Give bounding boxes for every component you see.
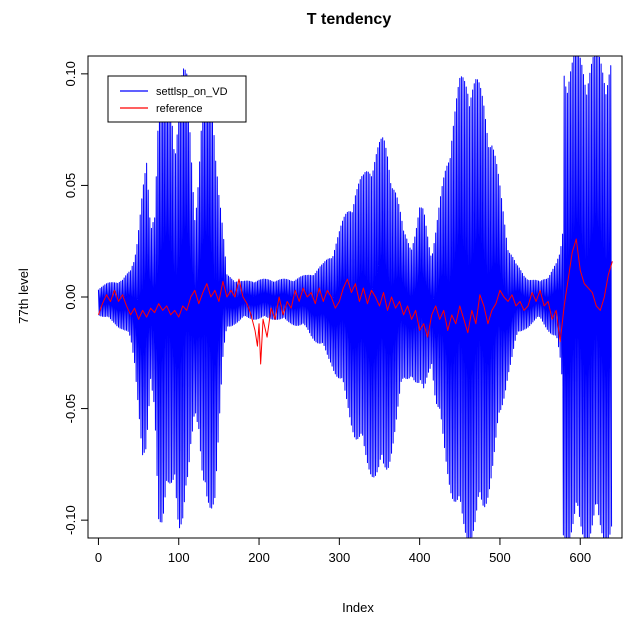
x-tick-label: 500 xyxy=(489,550,511,565)
y-axis-label: 77th level xyxy=(16,268,31,324)
x-tick-label: 400 xyxy=(409,550,431,565)
y-tick-label: 0.10 xyxy=(63,61,78,86)
x-axis-label: Index xyxy=(342,600,374,615)
x-tick-label: 100 xyxy=(168,550,190,565)
x-tick-label: 600 xyxy=(569,550,591,565)
legend-label-reference: reference xyxy=(156,103,202,115)
y-tick-label: 0.00 xyxy=(63,284,78,309)
plot-area xyxy=(97,56,613,538)
x-tick-label: 0 xyxy=(95,550,102,565)
plot-frame xyxy=(87,55,623,539)
y-tick-label: -0.10 xyxy=(63,505,78,535)
x-tick-label: 300 xyxy=(328,550,350,565)
legend-label-settlsp-on-vd: settlsp_on_VD xyxy=(156,86,228,98)
x-axis-ticks: 0 100 200 300 400 500 600 xyxy=(95,538,591,565)
y-axis-ticks: -0.10 -0.05 0.00 0.05 0.10 xyxy=(63,61,88,535)
legend-box xyxy=(107,75,247,123)
series-line-settlsp-on-vd xyxy=(97,56,613,538)
x-tick-label: 200 xyxy=(248,550,270,565)
y-tick-label: 0.05 xyxy=(63,173,78,198)
series-line-reference xyxy=(97,238,613,365)
chart-title: T tendency xyxy=(307,11,392,28)
legend: settlsp_on_VD reference xyxy=(107,75,247,123)
y-tick-label: -0.05 xyxy=(63,394,78,424)
